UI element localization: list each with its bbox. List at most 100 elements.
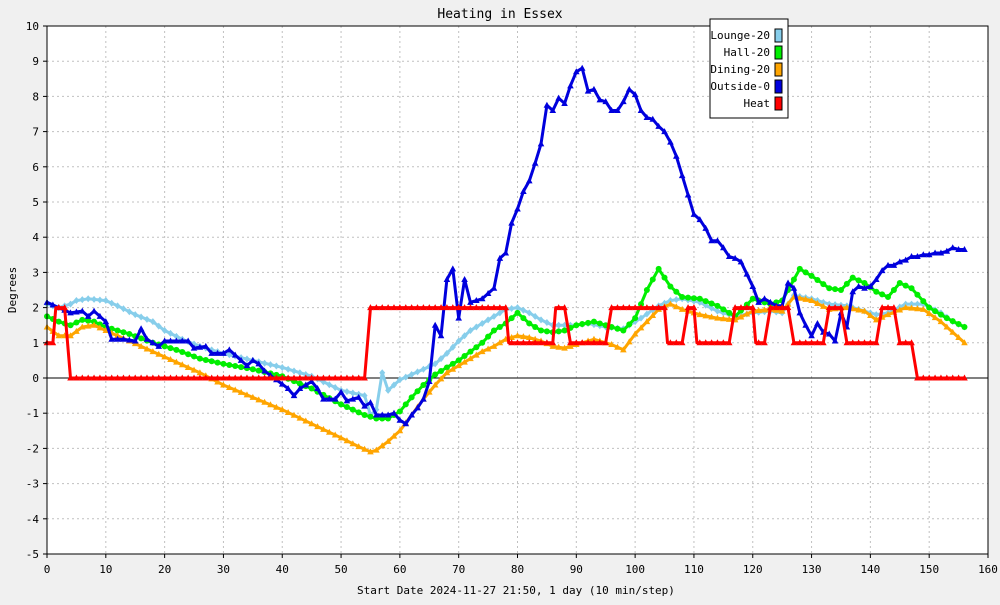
series-2-point [467, 355, 474, 362]
series-4-point [508, 339, 515, 346]
series-2-point [184, 363, 192, 370]
series-4-point [755, 339, 762, 346]
series-3-point [173, 337, 180, 344]
series-4-point [743, 304, 751, 311]
x-tick-label: 150 [919, 563, 939, 576]
series-4-point [925, 374, 933, 381]
series-3-point [490, 284, 498, 291]
series-3-point [796, 309, 804, 316]
series-3-point [708, 237, 715, 244]
series-2-point [302, 417, 310, 424]
series-3-point [443, 275, 451, 282]
series-2-point [461, 358, 468, 365]
series-4-point [949, 374, 957, 381]
series-4-point [737, 304, 745, 311]
series-2-point [725, 315, 733, 322]
series-4-point [802, 339, 809, 346]
series-3-point [455, 314, 462, 321]
series-4-point [267, 374, 274, 381]
series-4-point [678, 339, 686, 346]
series-4-point [449, 304, 457, 311]
y-tick-label: -1 [26, 407, 39, 420]
series-3-point [825, 330, 833, 337]
series-2-point [755, 307, 762, 314]
series-2-point [778, 307, 786, 314]
x-tick-label: 60 [393, 563, 406, 576]
series-3-point [84, 312, 92, 319]
series-3-point [696, 216, 704, 223]
series-4-point [702, 339, 709, 346]
series-0-point [291, 367, 298, 375]
series-1-point [849, 274, 856, 281]
series-1-point [196, 355, 203, 362]
y-tick-label: 3 [32, 266, 39, 279]
y-tick-label: 6 [32, 161, 39, 174]
series-4-point [767, 304, 774, 311]
series-1-point [620, 327, 627, 334]
legend-label: Outside-0 [710, 80, 770, 93]
series-4-point [384, 304, 392, 311]
series-2-point [473, 351, 480, 358]
series-1-point [85, 317, 92, 324]
series-1-point [667, 283, 674, 290]
series-1-point [661, 274, 668, 281]
series-2-point [190, 366, 198, 373]
series-2-point [337, 434, 345, 441]
series-4-point [96, 374, 104, 381]
series-1-point [485, 333, 492, 340]
series-4-point [425, 304, 433, 311]
series-2-point [484, 345, 492, 352]
legend-swatch [774, 79, 783, 94]
series-3-point [73, 308, 80, 315]
series-4-point [108, 374, 115, 381]
series-2-point [514, 332, 521, 339]
series-3-point [355, 393, 363, 400]
series-3-point [302, 381, 310, 388]
series-3-point [678, 172, 686, 179]
series-4-point [878, 304, 886, 311]
series-3-point [925, 251, 933, 258]
series-3-point [755, 298, 762, 305]
series-1-point [585, 319, 592, 326]
series-3-point [467, 298, 474, 305]
series-1-point [820, 281, 827, 288]
series-3-point [296, 385, 304, 392]
series-0-point [261, 359, 268, 367]
series-4-point [731, 304, 739, 311]
legend-label: Dining-20 [710, 63, 770, 76]
series-3-point [596, 96, 604, 103]
series-4-point [202, 374, 210, 381]
series-4-point [126, 374, 133, 381]
series-4-point [343, 374, 351, 381]
series-1-point [832, 286, 839, 293]
series-2-point [531, 335, 539, 342]
series-0-point [526, 309, 533, 317]
series-0-point [514, 304, 521, 312]
series-2-point [249, 393, 257, 400]
series-4-point [196, 374, 204, 381]
series-1-point [896, 279, 903, 286]
series-1-point [538, 327, 545, 334]
series-1-point [238, 364, 245, 371]
series-4-point [696, 339, 704, 346]
series-3-point [284, 385, 292, 392]
series-4-point [143, 374, 151, 381]
series-4-point [584, 339, 592, 346]
series-2-point [931, 314, 939, 321]
x-tick-label: 20 [158, 563, 171, 576]
series-1-point [432, 371, 439, 378]
series-2-point [625, 338, 633, 345]
series-2-point [167, 356, 174, 363]
series-4-point [296, 374, 304, 381]
series-1-point [467, 348, 474, 355]
series-1-point [361, 411, 368, 418]
series-4-point [408, 304, 415, 311]
series-3-point [784, 279, 792, 286]
y-tick-label: 1 [32, 337, 39, 350]
series-1-point [926, 304, 933, 311]
series-0-point [138, 313, 145, 321]
series-2-point [949, 328, 957, 335]
series-1-point [808, 272, 815, 279]
series-2-point [590, 335, 598, 342]
series-1-point [343, 404, 350, 411]
